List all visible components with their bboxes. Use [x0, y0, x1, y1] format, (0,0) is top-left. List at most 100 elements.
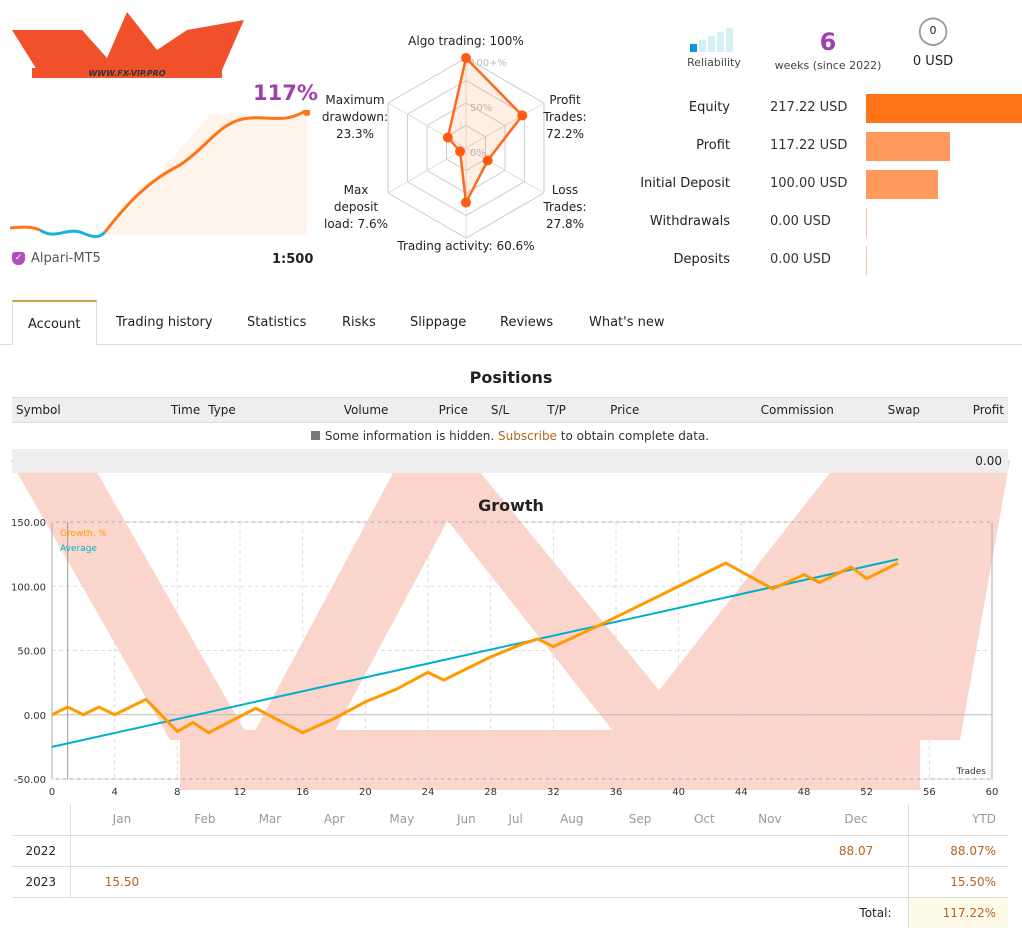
balance-label: Withdrawals — [649, 214, 730, 229]
month-value — [236, 835, 304, 867]
radar-label-line: Loss — [551, 183, 579, 197]
growth-title: Growth — [478, 496, 544, 515]
radar-point — [455, 146, 466, 157]
column-header[interactable]: Time — [124, 397, 205, 423]
month-value — [173, 835, 237, 867]
column-header[interactable]: Swap — [837, 397, 925, 423]
tab-statistics[interactable]: Statistics — [247, 315, 307, 330]
radar-label-line: drawdown: — [321, 110, 389, 124]
radar-scale-label: 0% — [470, 148, 486, 159]
balance-bar — [866, 170, 938, 199]
subscribers: ◯ 0 0 USD — [905, 12, 961, 69]
column-header[interactable]: Symbol — [12, 397, 125, 423]
x-tick-label: 32 — [547, 787, 560, 798]
column-header[interactable]: S/L — [471, 397, 529, 423]
monthly-returns-table: Jan Feb Mar Apr May Jun Jul Aug Sep Oct Nov Dec YTD 2… — [12, 804, 1008, 928]
broker-server[interactable]: ✓ Alpari-MT5 — [12, 251, 101, 266]
column-header[interactable]: T/P — [528, 397, 585, 423]
radar-axis — [387, 102, 467, 149]
month-header: Aug — [537, 804, 607, 836]
series-line-average — [51, 558, 899, 748]
month-header: Jun — [438, 804, 495, 836]
radar-label-line: Algo trading: 100% — [408, 34, 524, 48]
y-tick-label: 50.00 — [17, 647, 46, 658]
month-header: May — [365, 804, 439, 836]
balance-value: 100.00 USD — [770, 176, 848, 191]
positions-total-profit: 0.00 — [12, 448, 1008, 473]
radar-label-line: Trades: — [543, 200, 587, 214]
radar-area — [446, 55, 524, 207]
x-tick-label: 20 — [359, 787, 372, 798]
column-header[interactable]: Profit — [924, 397, 1008, 423]
radar-point — [442, 132, 453, 143]
y-tick-label: -50.00 — [14, 775, 46, 786]
month-value — [303, 866, 366, 898]
subscribers-usd: 0 USD — [912, 54, 954, 69]
balance-value: 117.22 USD — [770, 138, 848, 153]
info-text-end: to obtain complete data. — [560, 428, 710, 443]
tab-reviews[interactable]: Reviews — [500, 315, 554, 330]
radar-label-line: Max — [343, 183, 369, 197]
month-value — [236, 866, 304, 898]
year-row: 2022 88.07 88.07% — [12, 835, 1008, 867]
radar-label: Maximum drawdown: 23.3% — [310, 92, 400, 143]
month-value — [365, 835, 439, 867]
tab-trading-history[interactable]: Trading history — [116, 315, 213, 330]
balance-bar — [866, 246, 867, 275]
tab-slippage[interactable]: Slippage — [410, 315, 467, 330]
x-tick-label: 16 — [296, 787, 309, 798]
balance-value: 217.22 USD — [770, 100, 848, 115]
month-value — [673, 866, 736, 898]
radar-label-line: Profit — [549, 93, 581, 107]
x-tick-label: 48 — [798, 787, 811, 798]
subscribe-link[interactable]: Subscribe — [497, 428, 557, 443]
month-header: Jan — [70, 804, 174, 836]
positions-table: Symbol Time Type Volume Price S/L T/P Price Comm… — [12, 397, 1008, 473]
tab-risks[interactable]: Risks — [342, 315, 376, 330]
month-value — [173, 866, 237, 898]
radar-scale-label: 100+% — [470, 58, 507, 69]
mini-drawdown-line — [39, 228, 107, 239]
balance-label: Profit — [696, 138, 730, 153]
y-tick-label: 100.00 — [11, 582, 46, 593]
total-label: Total: — [859, 905, 892, 920]
month-value — [735, 835, 805, 867]
x-tick-label: 4 — [111, 787, 117, 798]
x-tick-label: 28 — [484, 787, 497, 798]
month-value — [303, 835, 366, 867]
column-header[interactable]: Price — [584, 397, 665, 423]
reliability-label: Reliability — [687, 56, 741, 69]
broker-name: Alpari-MT5 — [31, 251, 101, 266]
radar-label-line: 72.2% — [545, 127, 585, 141]
reliability-indicator: Reliability — [684, 28, 744, 69]
tab-account[interactable]: Account — [12, 300, 97, 345]
column-header[interactable]: Commission — [664, 397, 838, 423]
month-header: Feb — [173, 804, 237, 836]
column-header[interactable]: Price — [392, 397, 472, 423]
radar-point — [517, 110, 528, 121]
balance-value: 0.00 USD — [770, 252, 831, 267]
tab-what-s-new[interactable]: What's new — [589, 315, 665, 330]
radar-label-line: load: 7.6% — [324, 217, 388, 231]
radar-point — [482, 155, 493, 166]
positions-title: Positions — [469, 368, 553, 387]
radar-label: Algo trading: 100% — [396, 33, 536, 50]
month-value — [673, 835, 736, 867]
radar-label-line: Trades: — [543, 110, 587, 124]
column-header[interactable]: Volume — [280, 397, 393, 423]
month-value — [494, 835, 538, 867]
subscribers-icon: ◯ 0 — [905, 12, 961, 50]
month-value: 15.50 — [70, 866, 174, 898]
month-value — [537, 835, 607, 867]
month-header: Mar — [236, 804, 304, 836]
ytd-value: 88.07% — [907, 835, 1008, 867]
balance-label: Deposits — [673, 252, 730, 267]
column-header[interactable]: Type — [204, 397, 281, 423]
radar-label: Trading activity: 60.6% — [376, 238, 556, 255]
radar-label-line: Maximum — [325, 93, 385, 107]
radar-label: Max deposit load: 7.6% — [316, 182, 396, 233]
y-tick-label: 150.00 — [11, 518, 46, 529]
radar-label-line: 27.8% — [545, 217, 585, 231]
x-tick-label: 44 — [735, 787, 748, 798]
radar-label: Profit Trades: 72.2% — [530, 92, 600, 143]
